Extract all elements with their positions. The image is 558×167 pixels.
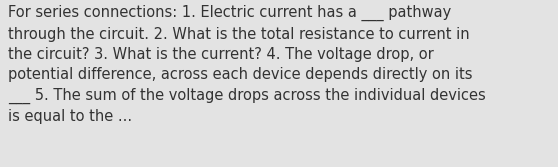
Text: For series connections: 1. Electric current has a ___ pathway
through the circui: For series connections: 1. Electric curr… bbox=[8, 5, 486, 124]
